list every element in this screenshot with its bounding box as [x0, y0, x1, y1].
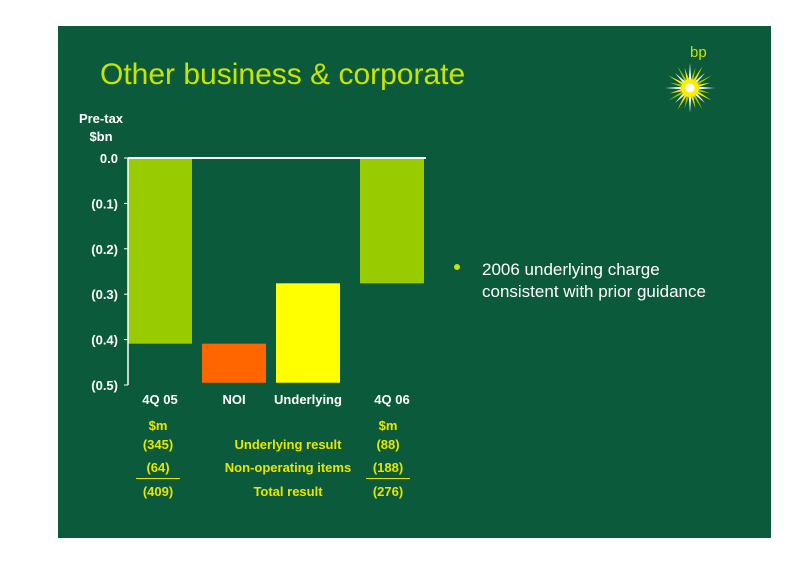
y-axis-title-line-2: $bn	[89, 129, 112, 144]
table-row-1-left: (345)	[142, 437, 174, 452]
result-table: $m $m (345) Underlying result (88) (64) …	[128, 418, 428, 508]
y-tick-label-1: (0.1)	[91, 196, 118, 211]
bar-4q-06	[360, 158, 424, 284]
x-tick-label-4q-05: 4Q 05	[142, 392, 177, 407]
brand-name: bp	[690, 44, 707, 61]
y-axis-title-line-1: Pre-tax	[79, 111, 124, 126]
slide: Other business & corporate bp 0.0 (0.1) (0…	[58, 26, 771, 538]
table-rule-left	[136, 478, 180, 479]
bar-noi	[202, 343, 266, 383]
table-unit-left: $m	[148, 418, 168, 433]
y-tick-label-0: 0.0	[100, 151, 118, 166]
bullet-dot-icon	[454, 264, 460, 270]
bullet-text: 2006 underlying charge consistent with p…	[482, 260, 706, 301]
table-row-3-right: (276)	[372, 484, 404, 499]
waterfall-chart: 0.0 (0.1) (0.2) (0.3) (0.4) (0.5) Pre-tax $bn 4Q…	[79, 111, 426, 407]
bar-underlying	[276, 283, 340, 383]
table-unit-right: $m	[378, 418, 398, 433]
table-rule-right	[366, 478, 410, 479]
table-row-2-label: Non-operating items	[224, 460, 352, 475]
table-row-1-label: Underlying result	[234, 437, 342, 452]
y-tick-label-4: (0.4)	[91, 333, 118, 348]
table-row-3-left: (409)	[142, 484, 174, 499]
helios-logo-icon	[665, 63, 715, 113]
x-tick-label-4q-06: 4Q 06	[374, 392, 409, 407]
y-tick-label-3: (0.3)	[91, 287, 118, 302]
table-row-1-right: (88)	[376, 437, 400, 452]
slide-title: Other business & corporate	[100, 58, 466, 91]
y-tick-label-5: (0.5)	[91, 378, 118, 393]
table-row-2-right: (188)	[372, 460, 404, 475]
x-tick-label-noi: NOI	[222, 392, 245, 407]
y-tick-label-2: (0.2)	[91, 242, 118, 257]
table-row-3-label: Total result	[253, 484, 323, 499]
bar-4q-05	[128, 158, 192, 344]
table-row-2-left: (64)	[146, 460, 170, 475]
x-tick-label-underlying: Underlying	[274, 392, 342, 407]
bullet-item: 2006 underlying charge consistent with p…	[454, 259, 734, 303]
